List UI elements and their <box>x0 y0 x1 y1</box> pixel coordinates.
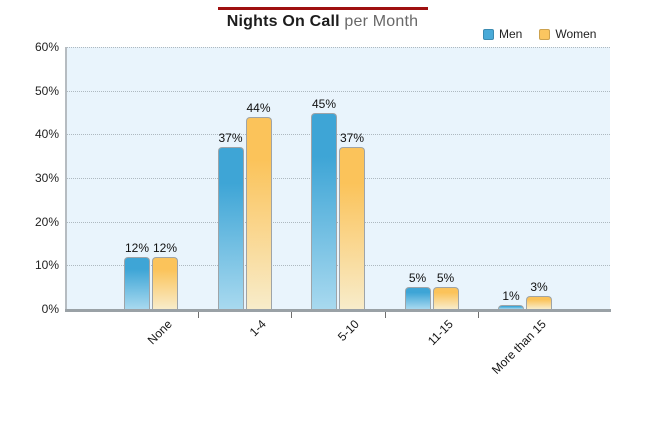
y-axis-label-60: 60% <box>34 40 59 54</box>
y-axis-label-20: 20% <box>34 214 59 229</box>
gridline-10 <box>67 265 610 267</box>
y-axis-label-30: 30% <box>34 171 59 185</box>
x-axis-label-11-15: 11-15 <box>424 317 456 348</box>
bar-women-none: 12% <box>152 241 178 309</box>
legend-item-women: Women <box>539 27 596 41</box>
bar-value-label: 45% <box>311 97 337 111</box>
bar-value-label: 37% <box>218 131 243 145</box>
bar-value-label: 5% <box>408 271 427 285</box>
gridline-20 <box>67 221 610 223</box>
bar-women-more-than-15: 3% <box>526 280 552 309</box>
gridline-30 <box>67 178 610 179</box>
y-axis-label-10: 10% <box>34 258 59 273</box>
bar-value-label: 44% <box>246 101 271 115</box>
bar-group-5-10: 45% 37% <box>311 97 365 309</box>
x-axis-line <box>65 309 611 312</box>
gridline-60 <box>67 47 610 48</box>
x-axis-label-5-10: 5-10 <box>335 317 362 344</box>
title-main: Nights On Call <box>226 13 340 30</box>
bar-women-11-15: 5% <box>432 271 459 309</box>
bar-group-more-than-15: 1% 3% <box>498 280 552 309</box>
bar-women-5-10: 37% <box>339 131 365 309</box>
bar-value-label: 12% <box>152 241 178 255</box>
bar-men-more-than-15: 1% <box>498 289 524 309</box>
bar-group-1-4: 37% 44% <box>217 101 272 309</box>
gridline-40 <box>67 134 610 136</box>
x-axis-label-none: None <box>144 317 175 348</box>
bar-men-1-4: 37% <box>217 131 244 309</box>
bar-value-label: 3% <box>530 280 548 294</box>
x-axis-tick <box>478 312 479 318</box>
y-axis-label-0: 0% <box>41 302 59 316</box>
bar-group-11-15: 5% 5% <box>404 271 459 309</box>
legend-item-men: Men <box>483 27 522 41</box>
y-axis-label-40: 40% <box>34 127 59 142</box>
legend-label: Men <box>499 27 523 41</box>
x-axis-label-1-4: 1-4 <box>246 317 269 340</box>
y-axis-line <box>65 47 67 309</box>
x-axis-label-more-than-15: More than 15 <box>488 317 549 377</box>
bar-value-label: 1% <box>502 289 520 303</box>
x-axis-tick <box>198 312 199 318</box>
bar-men-11-15: 5% <box>404 271 431 309</box>
title-rule <box>218 7 428 10</box>
bar-value-label: 5% <box>436 271 455 285</box>
bar-value-label: 12% <box>124 241 150 255</box>
legend: Men Women <box>483 27 596 41</box>
legend-swatch-men <box>483 28 494 40</box>
bar-group-none: 12% 12% <box>124 241 178 309</box>
y-axis-label-50: 50% <box>34 83 59 98</box>
bar-men-none: 12% <box>124 241 150 309</box>
bar-men-5-10: 45% <box>311 97 337 309</box>
gridline-50 <box>67 90 610 92</box>
bar-women-1-4: 44% <box>245 101 272 309</box>
x-axis-tick <box>291 312 292 318</box>
title-subtitle: per Month <box>339 13 419 30</box>
chart-title: Nights On Call per Month <box>0 12 645 32</box>
plot-area: 12% 12% 37% 44% 45% 37% 5% 5% 1% 3% <box>67 47 610 309</box>
x-axis-tick <box>385 312 386 318</box>
bar-value-label: 37% <box>339 131 365 145</box>
legend-swatch-women <box>539 28 551 40</box>
legend-label: Women <box>555 27 597 41</box>
